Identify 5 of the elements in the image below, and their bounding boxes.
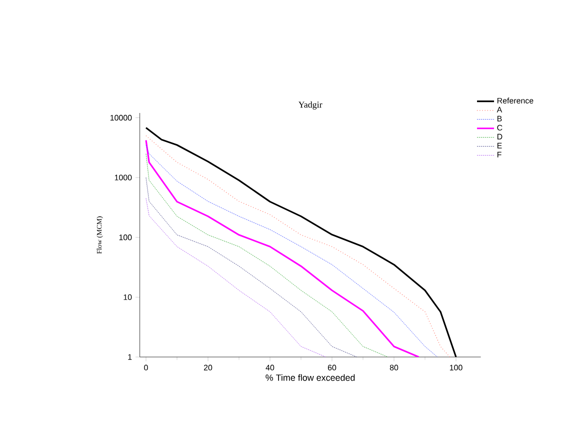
line-series — [146, 198, 326, 357]
chart-title: Yadgir — [298, 101, 322, 110]
x-axis-title: % Time flow exceeded — [266, 374, 355, 381]
line-series — [146, 153, 388, 357]
line-series — [146, 177, 358, 357]
